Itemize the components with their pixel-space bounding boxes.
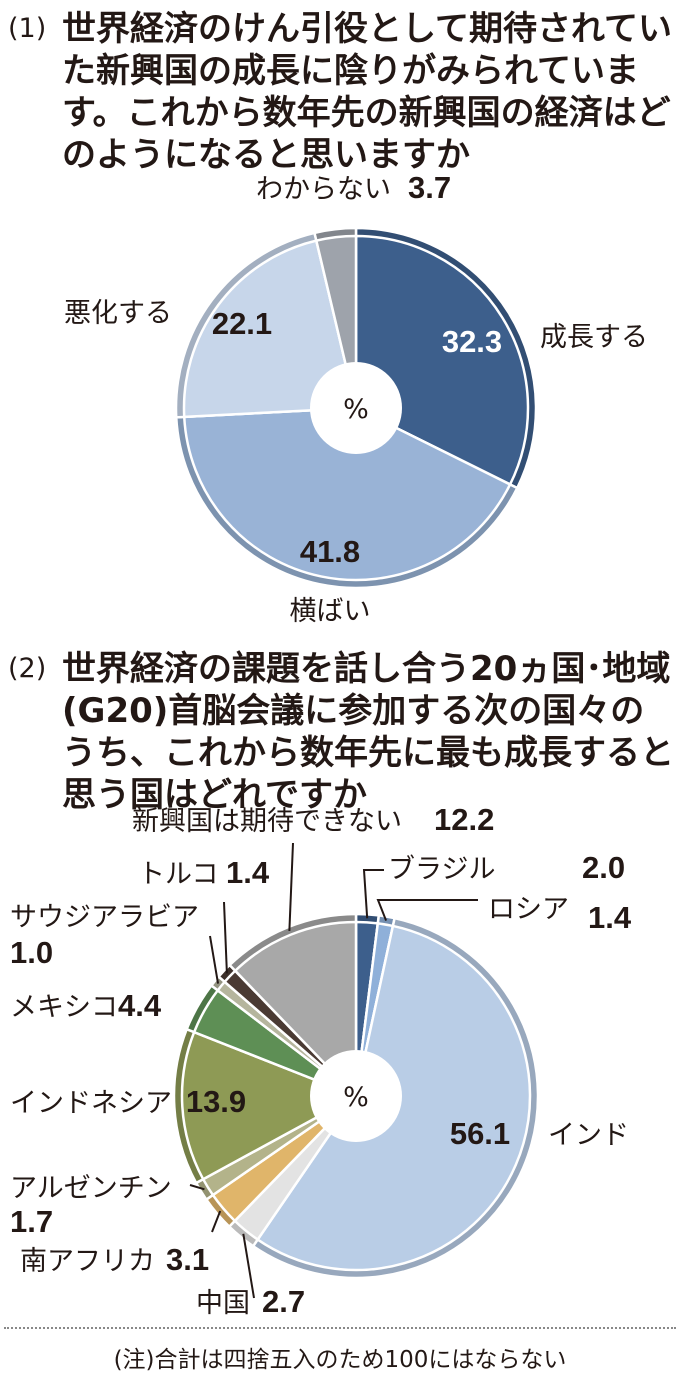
leader-line-5 <box>189 1184 205 1191</box>
leader-line-3 <box>242 1233 255 1299</box>
label-south-africa: 南アフリカ <box>20 1246 155 1277</box>
value-indonesia: 13.9 <box>186 1084 246 1119</box>
value-mexico: 4.4 <box>118 988 162 1023</box>
leader-line-8 <box>209 935 220 984</box>
slice-1 <box>182 406 512 582</box>
label-india: インド <box>548 1120 629 1151</box>
value-saudi-arabia: 1.0 <box>10 935 53 970</box>
value-akka: 22.1 <box>212 306 272 341</box>
note-divider <box>4 1327 676 1329</box>
label-indonesia: インドネシア <box>10 1088 172 1119</box>
label-brazil: ブラジル <box>388 854 495 885</box>
footnote: (注)合計は四捨五入のため100にはならない <box>113 1347 567 1373</box>
leader-line-0 <box>362 869 384 919</box>
value-seichou: 32.3 <box>442 324 502 359</box>
value-india: 56.1 <box>450 1116 510 1151</box>
label-no-expectation: 新興国は期待できない <box>132 806 402 837</box>
donut-hole <box>310 1050 402 1142</box>
label-akka: 悪化する <box>64 298 172 329</box>
value-russia: 1.4 <box>588 900 632 935</box>
center-percent-label: % <box>343 1082 369 1113</box>
label-china: 中国 <box>196 1288 250 1319</box>
question-2-text: 世界経済の課題を話し合う20ヵ国･地域(G20)首脳会議に参加する次の国々のうち… <box>62 649 674 815</box>
value-wakaranai: 3.7 <box>408 170 451 205</box>
value-yokobai: 41.8 <box>300 534 360 569</box>
question-1-text: 世界経済のけん引役として期待されていた新興国の成長に陰りがみられています。これか… <box>62 9 672 175</box>
label-turkey: トルコ <box>138 859 218 890</box>
slice-2 <box>182 239 358 419</box>
label-wakaranai: わからない <box>256 174 391 205</box>
value-argentina: 1.7 <box>10 1204 53 1239</box>
slice-6 <box>180 1030 359 1181</box>
value-south-africa: 3.1 <box>166 1242 209 1277</box>
donut-hole <box>310 362 402 454</box>
value-turkey: 1.4 <box>226 855 270 890</box>
value-brazil: 2.0 <box>582 850 625 885</box>
label-mexico: メキシコ <box>10 992 118 1023</box>
slice-10 <box>233 920 358 1100</box>
label-saudi-arabia: サウジアラビア <box>10 902 199 933</box>
center-percent-label: % <box>343 394 369 425</box>
question-2-number: (2) <box>8 653 47 684</box>
label-seichou: 成長する <box>540 322 648 353</box>
value-no-expectation: 12.2 <box>434 802 494 837</box>
leader-line-10 <box>288 842 294 931</box>
question-1-number: (1) <box>8 13 47 44</box>
leader-line-1 <box>376 899 478 921</box>
value-china: 2.7 <box>262 1284 305 1319</box>
label-argentina: アルゼンチン <box>10 1173 172 1204</box>
leader-line-4 <box>211 1210 222 1233</box>
leader-line-9 <box>223 901 228 974</box>
label-yokobai: 横ばい <box>290 596 371 627</box>
label-russia: ロシア <box>488 894 569 925</box>
